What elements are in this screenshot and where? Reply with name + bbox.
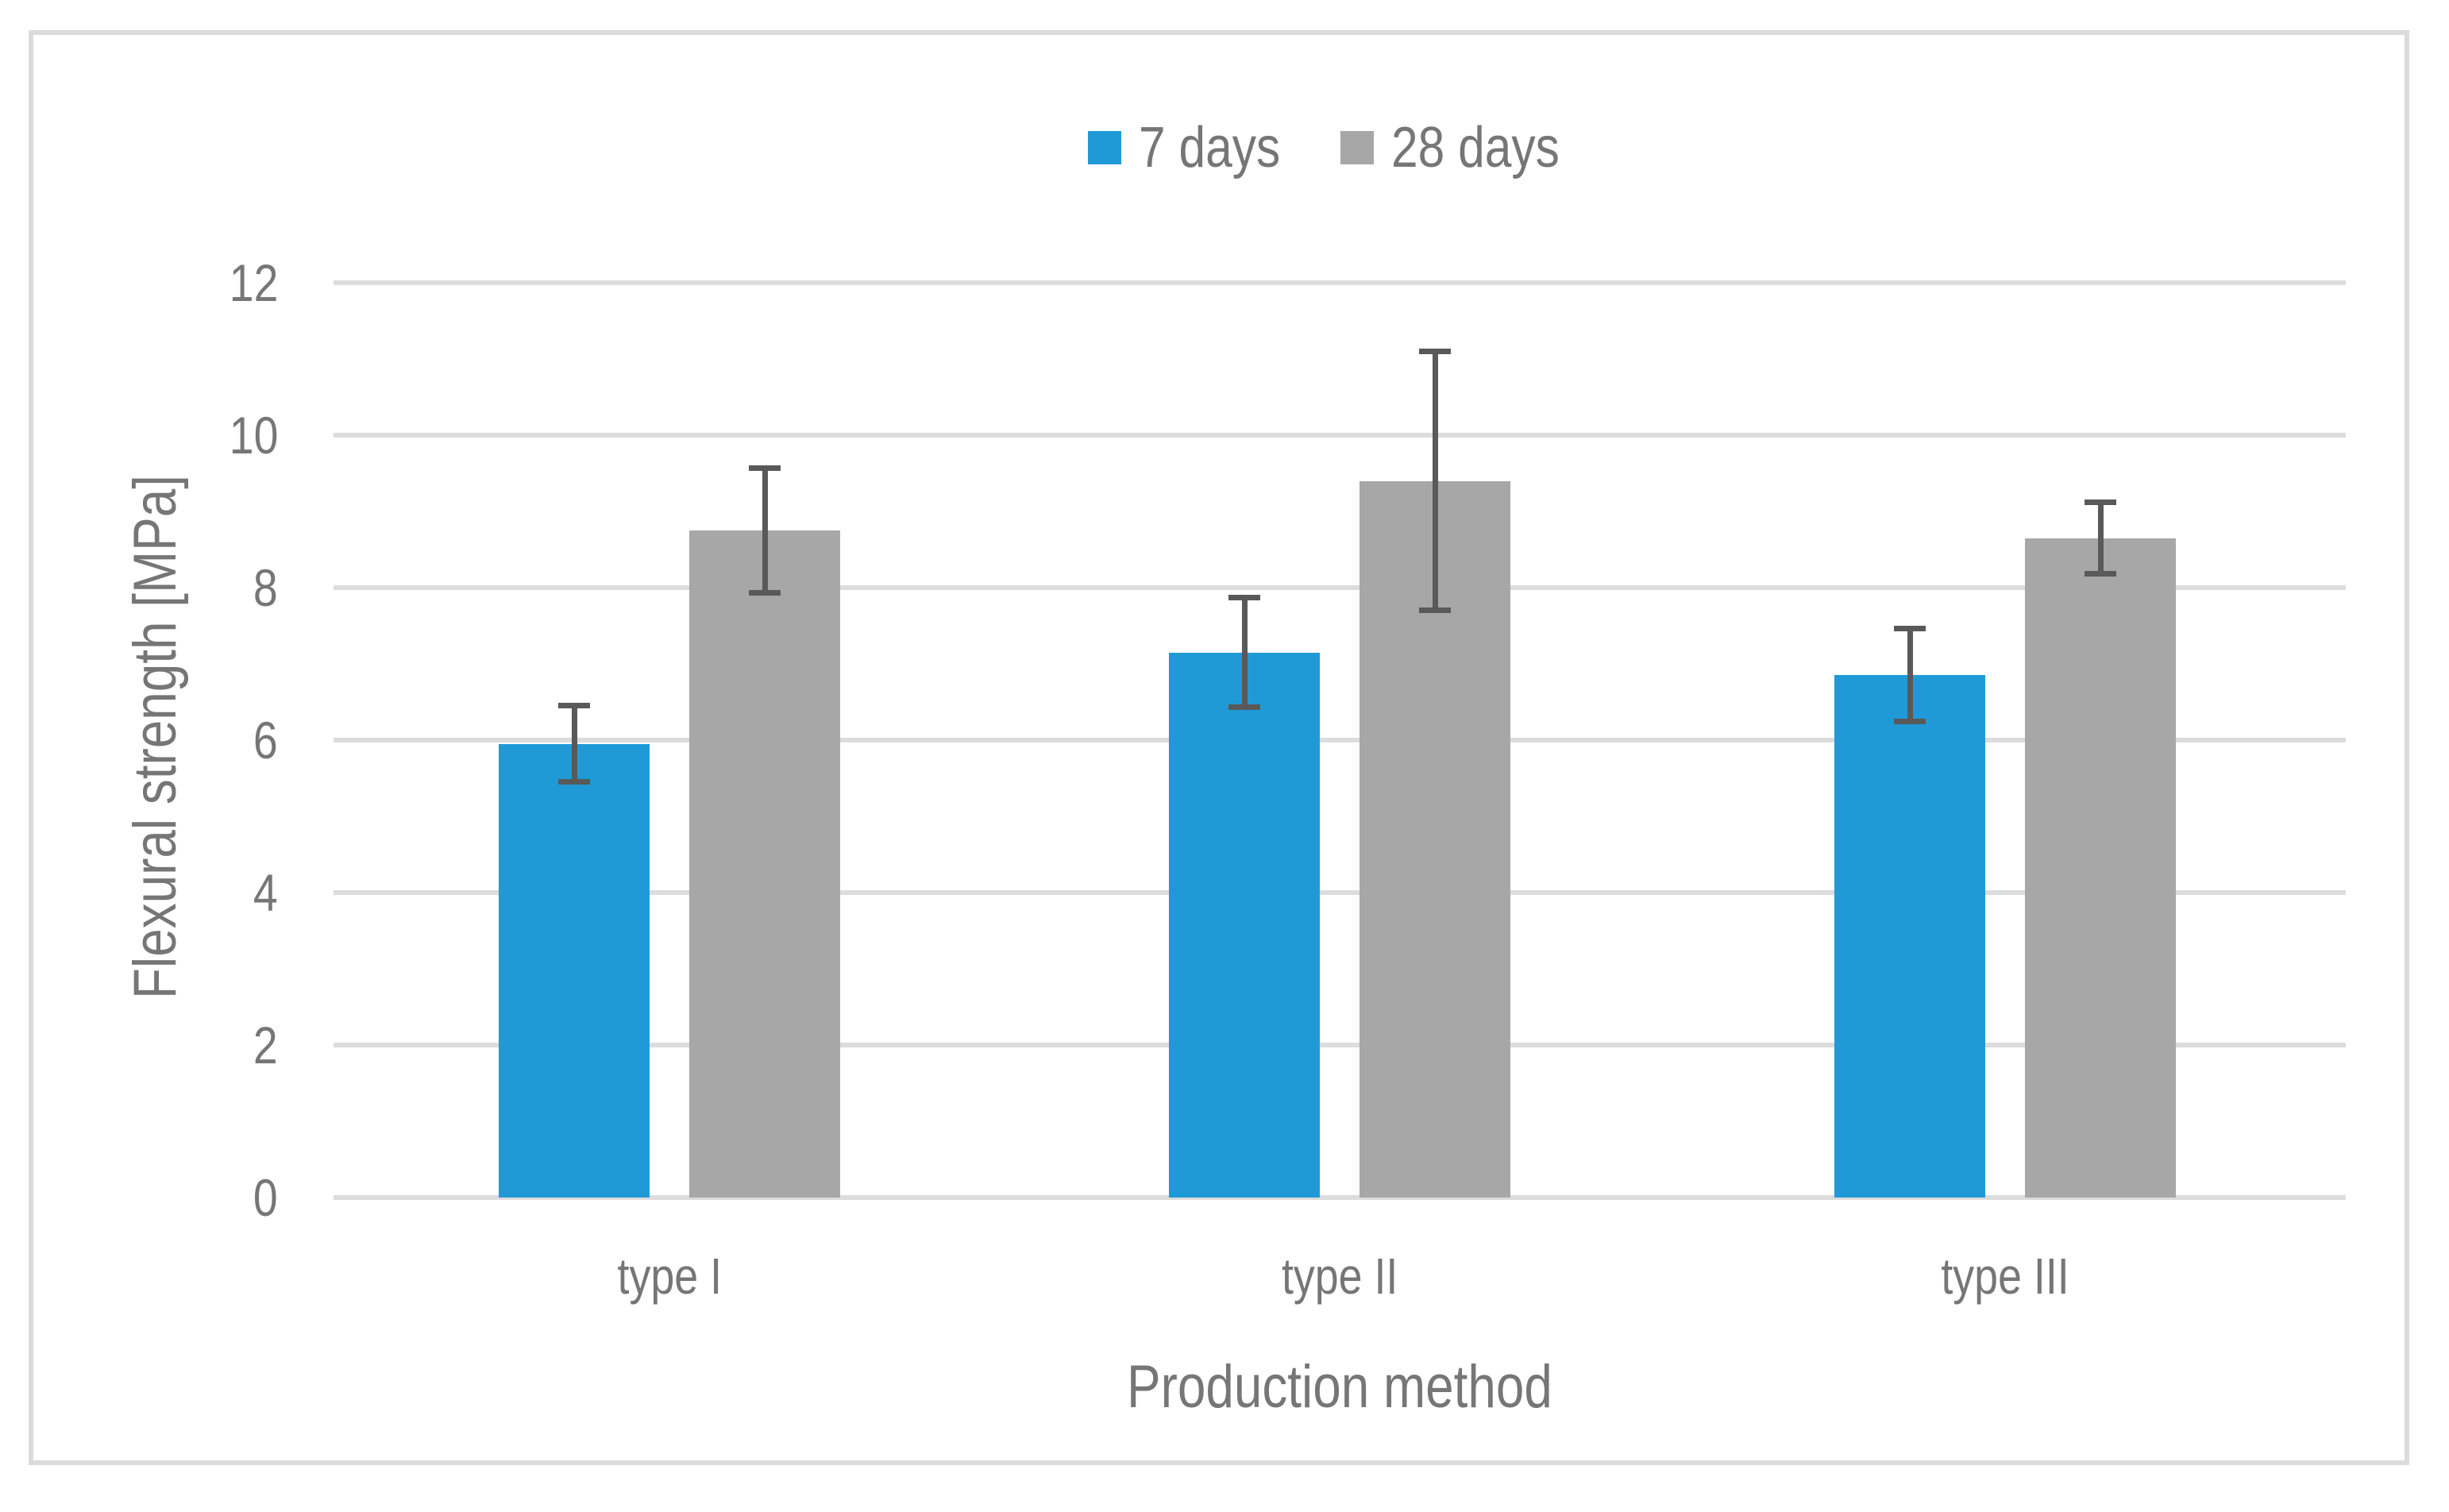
bar-7-days-type-II: [1169, 652, 1320, 1198]
x-category-label-type-I: type I: [431, 1248, 908, 1304]
error-bar-7-days-type-I-cap-bottom: [558, 779, 590, 785]
error-bar-28-days-type-III-cap-top: [2085, 499, 2116, 505]
gridline-y-10: [334, 433, 2346, 438]
x-axis-title: Production method: [334, 1355, 2346, 1420]
y-tick-label-text: 6: [253, 711, 278, 770]
error-bar-7-days-type-II-cap-bottom: [1228, 704, 1260, 711]
y-tick-label-text: 12: [229, 253, 278, 312]
gridline-y-4: [334, 890, 2346, 895]
error-bar-28-days-type-III-stem: [2097, 502, 2104, 574]
y-tick-label-0: 0: [103, 1166, 278, 1229]
x-category-label-text: type II: [1281, 1248, 1398, 1305]
error-bar-28-days-type-II-cap-bottom: [1419, 608, 1451, 614]
x-category-label-text: type III: [1941, 1248, 2069, 1305]
gridline-y-8: [334, 585, 2346, 590]
gridline-y-2: [334, 1043, 2346, 1047]
y-tick-label-10: 10: [103, 403, 278, 467]
y-tick-label-6: 6: [103, 708, 278, 772]
error-bar-28-days-type-II-cap-top: [1419, 348, 1451, 354]
error-bar-7-days-type-II-cap-top: [1228, 594, 1260, 600]
error-bar-7-days-type-III-cap-top: [1894, 626, 1926, 632]
bar-28-days-type-I: [689, 530, 840, 1198]
x-category-label-text: type I: [617, 1248, 722, 1305]
error-bar-28-days-type-I-cap-bottom: [749, 590, 781, 596]
error-bar-28-days-type-II-stem: [1432, 351, 1438, 611]
legend-item-28-days: 28 days: [1340, 119, 1591, 176]
y-tick-label-8: 8: [103, 556, 278, 619]
legend-swatch-28-days: [1340, 131, 1374, 164]
x-category-label-type-II: type II: [1101, 1248, 1578, 1304]
gridline-y-0: [334, 1195, 2346, 1200]
x-axis-title-text: Production method: [1127, 1353, 1552, 1421]
y-tick-label-12: 12: [103, 251, 278, 314]
y-tick-label-2: 2: [103, 1013, 278, 1077]
bar-7-days-type-I: [499, 743, 650, 1198]
error-bar-7-days-type-II-stem: [1241, 597, 1248, 708]
y-tick-label-text: 4: [253, 863, 278, 922]
y-tick-label-text: 8: [253, 558, 278, 617]
error-bar-28-days-type-I-cap-top: [749, 465, 781, 471]
y-axis-title: Flexural strength [MPa]: [121, 425, 189, 1049]
legend-label-28-days: 28 days: [1391, 119, 1591, 176]
bar-7-days-type-III: [1834, 675, 1985, 1198]
legend-label-text: 28 days: [1390, 116, 1560, 179]
legend-label-text: 7 days: [1138, 116, 1281, 179]
legend: 7 days 28 days: [334, 119, 2346, 176]
legend-label-7-days: 7 days: [1139, 119, 1307, 176]
y-tick-label-4: 4: [103, 861, 278, 924]
y-tick-label-text: 0: [253, 1168, 278, 1227]
error-bar-7-days-type-III-cap-bottom: [1894, 719, 1926, 725]
legend-item-7-days: 7 days: [1087, 119, 1307, 176]
y-axis-title-text: Flexural strength [MPa]: [121, 475, 189, 999]
error-bar-7-days-type-I-cap-top: [558, 703, 590, 709]
x-category-label-type-III: type III: [1767, 1248, 2243, 1304]
error-bar-28-days-type-III-cap-bottom: [2085, 571, 2116, 577]
y-tick-label-text: 2: [253, 1016, 278, 1074]
bar-28-days-type-III: [2025, 538, 2176, 1198]
error-bar-28-days-type-I-stem: [762, 468, 768, 593]
legend-swatch-7-days: [1087, 131, 1121, 164]
error-bar-7-days-type-III-stem: [1907, 628, 1913, 722]
gridline-y-6: [334, 738, 2346, 742]
y-tick-label-text: 10: [229, 406, 278, 465]
error-bar-7-days-type-I-stem: [571, 705, 577, 782]
gridline-y-12: [334, 280, 2346, 285]
